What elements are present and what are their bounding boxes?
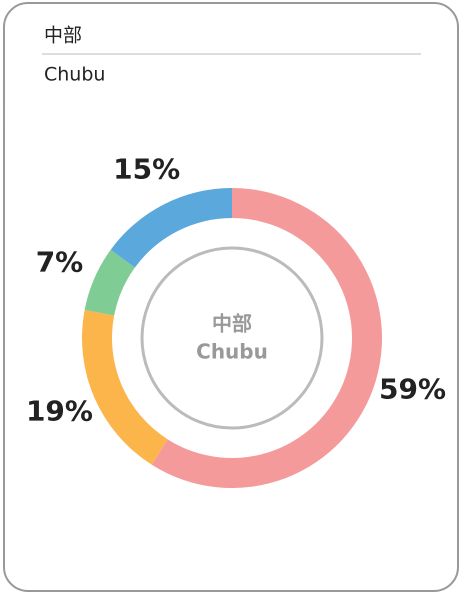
donut-segment — [151, 188, 382, 488]
value-label: 7% — [36, 245, 84, 278]
center-subtitle: Chubu — [196, 340, 268, 364]
value-label: 19% — [26, 395, 93, 428]
value-label: 59% — [379, 372, 446, 405]
chart-subtitle: Chubu — [44, 64, 105, 86]
value-label: 15% — [113, 152, 180, 185]
donut-segment — [110, 188, 232, 268]
chart-title: 中部 — [44, 25, 82, 47]
donut-segment — [84, 249, 135, 316]
donut-segment — [81, 309, 168, 465]
inner-circle — [140, 246, 324, 430]
card — [3, 2, 459, 592]
center-title: 中部 — [212, 312, 252, 336]
